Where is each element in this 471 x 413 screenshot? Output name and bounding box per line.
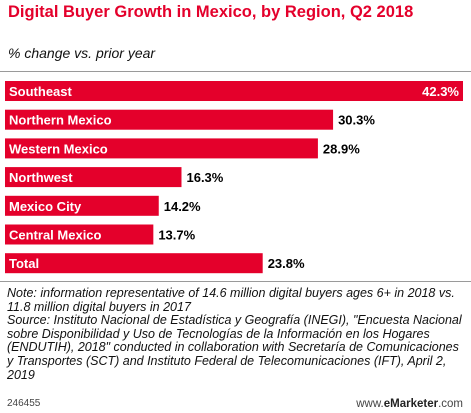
category-label-northern-mexico: Northern Mexico [9, 113, 112, 128]
bar-central-mexico [5, 224, 154, 245]
bar-chart: Southeast 42.3% Northern Mexico 30.3% Wester… [5, 81, 463, 274]
footer-divider [0, 281, 471, 282]
chart-title: Digital Buyer Growth in Mexico, by Regio… [8, 3, 414, 21]
bar-northwest [5, 167, 182, 188]
top-divider [0, 71, 471, 72]
bar-southeast [5, 81, 463, 101]
value-label-western-mexico: 28.9% [323, 141, 360, 156]
chart-id: 246455 [7, 398, 41, 409]
value-label-mexico-city: 14.2% [164, 199, 201, 214]
bar-northern-mexico [5, 109, 334, 130]
bar-western-mexico [5, 138, 318, 159]
bar-total [5, 253, 263, 274]
source-text: Source: Instituto Nacional de Estadístic… [7, 313, 462, 382]
bar-mexico-city [5, 195, 159, 216]
value-label-central-mexico: 13.7% [158, 228, 195, 243]
chart-subtitle: % change vs. prior year [8, 45, 156, 61]
category-label-southeast: Southeast [9, 84, 73, 99]
value-label-northwest: 16.3% [186, 170, 223, 185]
brand-prefix: www. [356, 398, 384, 410]
value-label-southeast: 42.3% [422, 84, 459, 99]
category-label-total: Total [9, 256, 39, 271]
value-label-total: 23.8% [268, 256, 305, 271]
value-label-northern-mexico: 30.3% [338, 113, 375, 128]
brand-suffix: .com [438, 398, 463, 410]
category-label-northwest: Northwest [9, 170, 73, 185]
brand-name: eMarketer [383, 398, 439, 410]
category-label-western-mexico: Western Mexico [9, 141, 108, 156]
category-label-central-mexico: Central Mexico [9, 228, 102, 243]
brand-logo: www.eMarketer.com [356, 398, 463, 410]
note-text: Note: information representative of 14.6… [7, 286, 455, 314]
category-label-mexico-city: Mexico City [9, 199, 82, 214]
chart-footnote: Note: information representative of 14.6… [7, 286, 465, 382]
